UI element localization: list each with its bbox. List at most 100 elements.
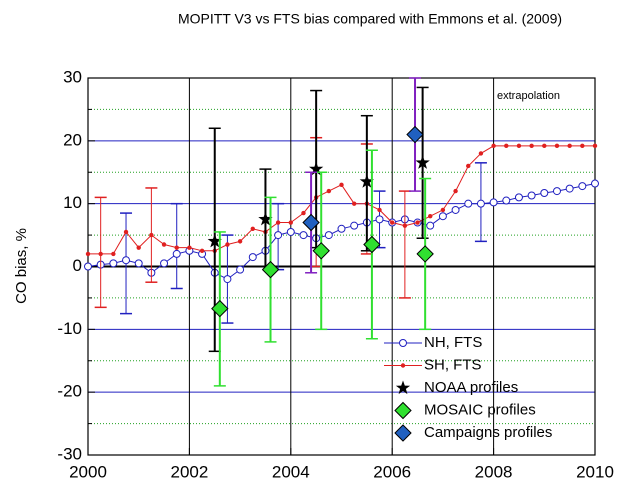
legend-label: NH, FTS [424, 334, 482, 351]
legend-marker [399, 339, 407, 347]
point [591, 179, 599, 188]
point [160, 259, 169, 268]
point [540, 188, 549, 197]
point [207, 233, 222, 248]
point [466, 163, 471, 169]
point [339, 182, 344, 188]
y-tick-label: 30 [63, 67, 82, 86]
point [416, 245, 434, 263]
point [402, 223, 408, 228]
x-tick-label: 2002 [170, 462, 208, 481]
point [565, 184, 574, 193]
point [84, 262, 92, 271]
point [363, 235, 381, 254]
point [302, 213, 320, 232]
point [415, 155, 430, 169]
y-tick-label: -30 [57, 444, 82, 463]
point [375, 215, 384, 224]
point [111, 251, 116, 257]
legend-label: Campaigns profiles [424, 424, 552, 441]
point [199, 248, 205, 253]
legend-label: MOSAIC profiles [424, 401, 536, 418]
point [288, 220, 293, 225]
point [187, 245, 192, 250]
x-tick-label: 2008 [475, 462, 513, 481]
point [578, 182, 587, 191]
point [567, 143, 572, 149]
point [350, 221, 359, 230]
point [109, 259, 118, 268]
point [377, 207, 382, 213]
point [174, 245, 179, 250]
point [149, 232, 154, 238]
legend-label: NOAA profiles [424, 379, 518, 396]
point [440, 207, 446, 213]
y-tick-label: 0 [73, 256, 82, 275]
point [236, 265, 245, 274]
y-axis-label: CO bias, % [13, 228, 30, 304]
point [529, 143, 534, 149]
point [301, 210, 306, 216]
point [489, 198, 498, 207]
point [211, 299, 229, 318]
legend-marker [394, 424, 412, 442]
point [438, 212, 447, 221]
point [504, 143, 509, 149]
x-tick-label: 2004 [272, 462, 310, 481]
point [225, 242, 230, 247]
point [426, 221, 435, 230]
y-tick-label: -10 [57, 319, 82, 338]
point [85, 251, 91, 257]
point [351, 201, 357, 206]
point [554, 143, 560, 149]
point [514, 193, 523, 202]
point [453, 188, 458, 194]
point [122, 256, 131, 265]
point [451, 205, 460, 214]
point [359, 174, 374, 188]
point [123, 229, 129, 235]
point [299, 231, 308, 240]
point [502, 196, 511, 205]
legend-marker [400, 363, 406, 368]
point [248, 253, 257, 262]
point [491, 143, 496, 149]
legend-marker [395, 380, 411, 395]
point [542, 143, 547, 149]
chart-title: MOPITT V3 vs FTS bias compared with Emmo… [178, 11, 562, 27]
point [237, 239, 243, 244]
point [390, 220, 395, 225]
x-tick-label: 2006 [373, 462, 411, 481]
point [476, 199, 485, 208]
y-tick-label: -20 [57, 382, 82, 401]
point [309, 161, 324, 176]
point [324, 231, 333, 240]
point [98, 251, 103, 257]
point [580, 143, 585, 149]
legend-label: SH, FTS [424, 356, 482, 373]
point [527, 191, 536, 200]
point [428, 214, 433, 219]
point [415, 220, 420, 225]
point [326, 188, 332, 194]
point [516, 143, 522, 149]
point [275, 220, 281, 225]
legend-marker [394, 401, 412, 420]
point [274, 231, 283, 240]
point [134, 259, 143, 268]
point [478, 151, 484, 156]
point [250, 226, 255, 231]
point [261, 260, 280, 279]
point [136, 245, 141, 250]
y-tick-label: 20 [63, 130, 82, 149]
x-tick-label: 2000 [69, 462, 107, 481]
point [286, 227, 295, 236]
y-tick-label: 10 [63, 193, 82, 212]
annotation: extrapolation [497, 90, 560, 102]
point [552, 187, 561, 196]
point [223, 275, 232, 284]
point [312, 242, 330, 260]
point [161, 242, 167, 247]
point [406, 125, 424, 144]
